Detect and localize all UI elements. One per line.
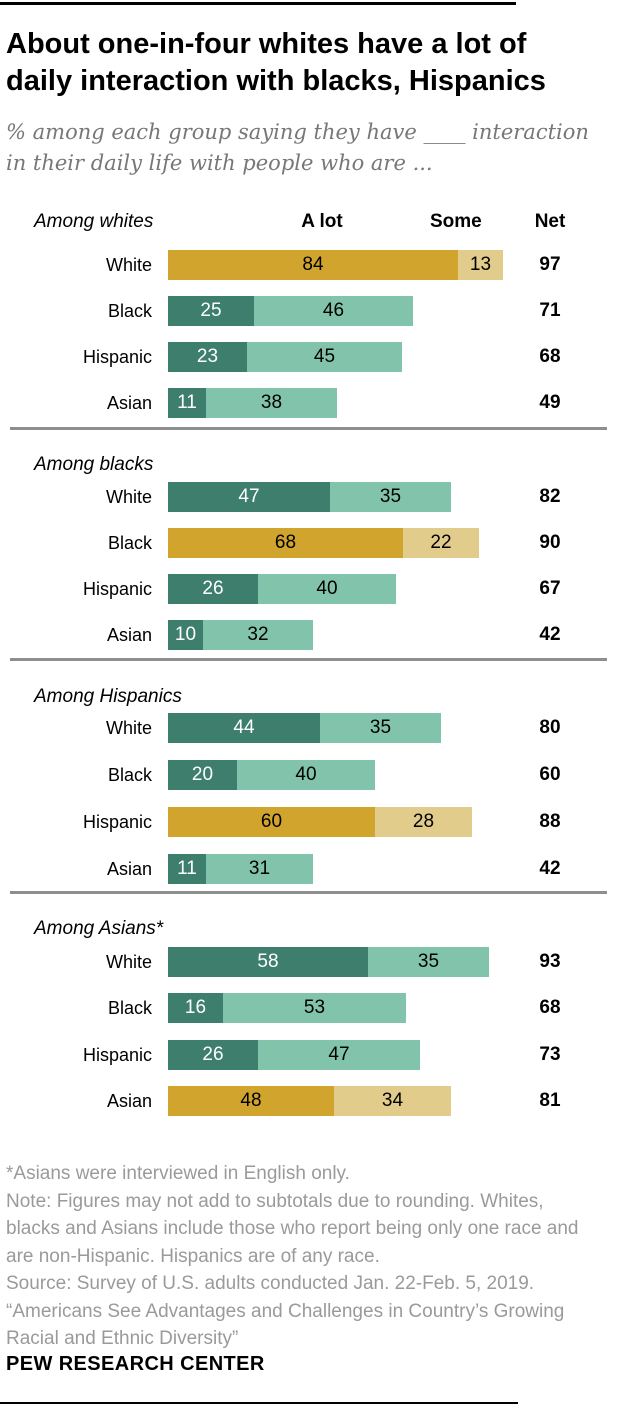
bar-segment-some: 45 xyxy=(247,342,402,372)
bar-row-label: Hispanic xyxy=(82,347,152,367)
chart-title: About one-in-four whites have a lot of d… xyxy=(6,26,616,100)
bar-row-label: Black xyxy=(107,301,152,321)
section-label: Among Asians* xyxy=(34,918,164,939)
section-label: Among Hispanics xyxy=(34,686,182,707)
bar-row-label: White xyxy=(105,255,152,275)
bar-segment-a-lot: 68 xyxy=(168,528,403,558)
net-value: 42 xyxy=(539,858,561,879)
bar-segment-some: 28 xyxy=(375,807,472,837)
bar-segment-some: 34 xyxy=(334,1086,451,1116)
pew-research-center-wordmark: PEW RESEARCH CENTER xyxy=(6,1353,265,1375)
bar-row-label: White xyxy=(105,487,152,507)
bar-segment-a-lot: 10 xyxy=(168,620,203,650)
section-label: Among blacks xyxy=(34,454,154,475)
bar-segment-a-lot: 20 xyxy=(168,760,237,790)
bar-segment-a-lot: 26 xyxy=(168,574,258,604)
column-header-a-lot: A lot xyxy=(301,211,343,232)
bar-row-label: Hispanic xyxy=(82,1045,152,1065)
bar-row-label: Asian xyxy=(106,1091,152,1111)
note-line: *Asians were interviewed in English only… xyxy=(6,1163,350,1184)
top-rule xyxy=(0,2,516,5)
note-line: Source: Survey of U.S. adults conducted … xyxy=(6,1273,535,1294)
bar-segment-a-lot: 26 xyxy=(168,1040,258,1070)
bar-segment-some: 46 xyxy=(254,296,413,326)
chart-title-line2: daily interaction with blacks, Hispanics xyxy=(6,65,546,97)
net-value: 88 xyxy=(539,811,561,832)
section-divider xyxy=(10,891,607,894)
bar-row-label: Asian xyxy=(106,859,152,879)
note-line: Racial and Ethnic Diversity” xyxy=(6,1328,239,1349)
chart-notes: *Asians were interviewed in English only… xyxy=(6,1160,618,1353)
net-value: 81 xyxy=(539,1090,561,1111)
bar-row-label: White xyxy=(105,718,152,738)
bar-segment-some: 13 xyxy=(458,250,503,280)
net-value: 42 xyxy=(539,624,561,645)
bar-segment-a-lot: 44 xyxy=(168,713,320,743)
bar-row-label: Black xyxy=(107,998,152,1018)
net-value: 68 xyxy=(539,997,561,1018)
bar-segment-a-lot: 11 xyxy=(168,388,206,418)
net-value: 80 xyxy=(539,717,561,738)
chart-subtitle-line1: % among each group saying they have ____… xyxy=(6,120,589,144)
net-value: 60 xyxy=(539,764,561,785)
section-divider xyxy=(10,658,607,661)
net-value: 97 xyxy=(539,254,561,275)
net-value: 68 xyxy=(539,346,561,367)
bar-row-label: Black xyxy=(107,533,152,553)
chart-subtitle: % among each group saying they have ____… xyxy=(6,117,616,179)
net-value: 73 xyxy=(539,1044,561,1065)
note-line: “Americans See Advantages and Challenges… xyxy=(6,1300,565,1322)
bar-segment-some: 47 xyxy=(258,1040,420,1070)
bar-row-label: Black xyxy=(107,765,152,785)
bar-segment-some: 22 xyxy=(403,528,479,558)
column-header-some: Some xyxy=(430,211,482,232)
bar-row-label: Hispanic xyxy=(82,579,152,599)
bar-segment-a-lot: 16 xyxy=(168,993,223,1023)
net-value: 67 xyxy=(539,578,561,599)
net-value: 82 xyxy=(539,486,561,507)
bar-segment-some: 53 xyxy=(223,993,406,1023)
bar-segment-a-lot: 47 xyxy=(168,482,330,512)
section-divider xyxy=(10,427,607,430)
note-line: Note: Figures may not add to subtotals d… xyxy=(6,1190,544,1212)
section-label: Among whites xyxy=(34,211,154,232)
bar-segment-a-lot: 60 xyxy=(168,807,375,837)
note-line: blacks and Asians include those who repo… xyxy=(6,1218,579,1239)
bar-segment-some: 31 xyxy=(206,854,313,884)
bar-segment-a-lot: 25 xyxy=(168,296,254,326)
net-value: 49 xyxy=(539,392,561,413)
chart-title-line1: About one-in-four whites have a lot of xyxy=(6,28,527,60)
note-line: are non-Hispanic. Hispanics are of any r… xyxy=(6,1245,380,1267)
bottom-rule xyxy=(0,1402,518,1404)
net-value: 71 xyxy=(539,300,561,321)
bar-segment-a-lot: 11 xyxy=(168,854,206,884)
bar-row-label: White xyxy=(105,952,152,972)
chart-subtitle-line2: in their daily life with people who are … xyxy=(6,151,433,175)
net-value: 90 xyxy=(539,532,561,553)
bar-segment-some: 35 xyxy=(368,947,489,977)
bar-row-label: Asian xyxy=(106,393,152,413)
bar-segment-a-lot: 23 xyxy=(168,342,247,372)
bar-row-label: Asian xyxy=(106,625,152,645)
bar-segment-some: 35 xyxy=(320,713,441,743)
net-value: 93 xyxy=(539,951,561,972)
bar-segment-some: 38 xyxy=(206,388,337,418)
bar-segment-some: 40 xyxy=(258,574,396,604)
bar-segment-a-lot: 84 xyxy=(168,250,458,280)
bar-segment-some: 35 xyxy=(330,482,451,512)
bar-row-label: Hispanic xyxy=(82,812,152,832)
bar-segment-some: 32 xyxy=(203,620,313,650)
bar-segment-some: 40 xyxy=(237,760,375,790)
bar-segment-a-lot: 48 xyxy=(168,1086,334,1116)
column-header-net: Net xyxy=(534,211,566,232)
bar-segment-a-lot: 58 xyxy=(168,947,368,977)
